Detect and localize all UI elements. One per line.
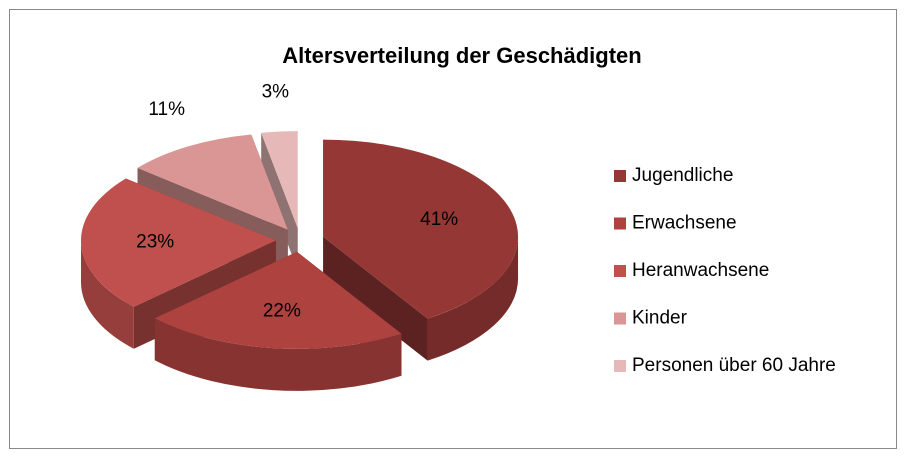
data-label: 41%	[420, 209, 458, 230]
slice	[154, 251, 402, 349]
data-label: 3%	[262, 81, 290, 102]
slice-outer-wall	[81, 240, 134, 349]
legend-swatch	[614, 312, 626, 325]
slice-outer-wall	[427, 236, 519, 361]
slice	[81, 178, 277, 307]
legend-swatch	[614, 360, 626, 372]
legend-label: Personen über 60 Jahre	[632, 355, 836, 376]
legend-label: Jugendliche	[632, 165, 733, 186]
chart-title: Altersverteilung der Geschädigten	[282, 43, 641, 68]
slice	[261, 131, 298, 229]
legend-swatch	[614, 170, 626, 182]
legend-label: Kinder	[632, 308, 688, 329]
slice-outer-wall	[154, 318, 402, 391]
data-label: 22%	[263, 301, 301, 322]
legend-swatch	[614, 217, 626, 230]
slice-side	[261, 132, 298, 271]
legend-label: Erwachsene	[632, 213, 737, 234]
slice-side	[323, 236, 428, 361]
legend-swatch	[614, 265, 626, 277]
legend-label: Heranwachsene	[632, 260, 769, 281]
data-label: 23%	[136, 231, 174, 252]
data-label: 11%	[148, 99, 185, 120]
slice	[137, 134, 288, 230]
slice	[323, 139, 519, 319]
